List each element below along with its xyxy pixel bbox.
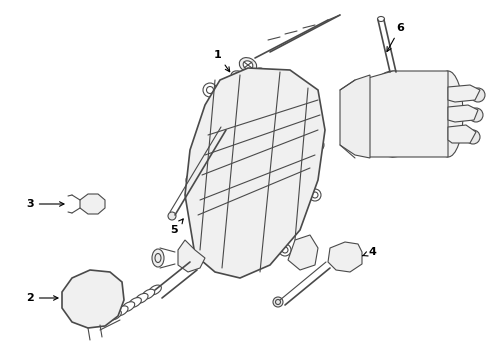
Ellipse shape [333, 259, 341, 267]
Ellipse shape [122, 302, 134, 312]
Ellipse shape [297, 88, 311, 102]
Ellipse shape [128, 298, 141, 307]
Text: 4: 4 [362, 247, 375, 257]
Ellipse shape [115, 306, 128, 316]
Ellipse shape [301, 91, 308, 99]
Ellipse shape [272, 297, 283, 307]
Ellipse shape [392, 73, 447, 143]
Text: 6: 6 [386, 23, 403, 51]
Ellipse shape [239, 58, 256, 72]
Ellipse shape [223, 120, 233, 129]
Ellipse shape [227, 111, 242, 125]
Text: 1: 1 [214, 50, 229, 72]
Ellipse shape [226, 265, 232, 271]
Ellipse shape [231, 71, 244, 81]
Polygon shape [178, 240, 204, 272]
Ellipse shape [108, 310, 121, 320]
Ellipse shape [77, 281, 83, 287]
Polygon shape [447, 85, 479, 102]
Polygon shape [339, 75, 369, 158]
Ellipse shape [282, 247, 287, 253]
Ellipse shape [224, 262, 236, 274]
Ellipse shape [75, 277, 111, 319]
Ellipse shape [432, 71, 462, 157]
Ellipse shape [86, 197, 98, 211]
Ellipse shape [148, 285, 161, 295]
Ellipse shape [279, 244, 290, 256]
Ellipse shape [152, 249, 163, 267]
Ellipse shape [230, 114, 239, 122]
Ellipse shape [252, 68, 266, 82]
Ellipse shape [77, 309, 83, 315]
Ellipse shape [377, 17, 384, 22]
Polygon shape [287, 235, 317, 270]
Ellipse shape [311, 139, 324, 151]
Ellipse shape [311, 192, 317, 198]
Ellipse shape [314, 142, 320, 148]
Text: 2: 2 [26, 293, 58, 303]
Ellipse shape [102, 281, 109, 287]
Ellipse shape [197, 237, 203, 243]
Ellipse shape [88, 291, 98, 305]
Ellipse shape [333, 248, 341, 256]
Ellipse shape [168, 212, 176, 220]
Ellipse shape [256, 72, 263, 78]
Polygon shape [367, 71, 447, 157]
Ellipse shape [308, 189, 320, 201]
Ellipse shape [470, 88, 484, 102]
Text: 3: 3 [26, 199, 64, 209]
Ellipse shape [206, 86, 213, 94]
Ellipse shape [367, 80, 422, 150]
Ellipse shape [185, 174, 198, 186]
Ellipse shape [189, 177, 195, 183]
Ellipse shape [107, 304, 113, 310]
Polygon shape [447, 105, 477, 122]
Ellipse shape [135, 293, 148, 303]
Polygon shape [447, 125, 475, 143]
Ellipse shape [243, 61, 252, 69]
Polygon shape [80, 194, 105, 214]
Ellipse shape [82, 284, 104, 312]
Polygon shape [327, 242, 361, 272]
Polygon shape [62, 270, 124, 328]
Polygon shape [184, 68, 325, 278]
Ellipse shape [142, 289, 154, 299]
Ellipse shape [347, 252, 355, 260]
Ellipse shape [203, 83, 217, 97]
Ellipse shape [468, 108, 482, 122]
Ellipse shape [364, 71, 420, 157]
Text: 5: 5 [170, 219, 183, 235]
Ellipse shape [465, 130, 479, 144]
Ellipse shape [194, 234, 205, 246]
